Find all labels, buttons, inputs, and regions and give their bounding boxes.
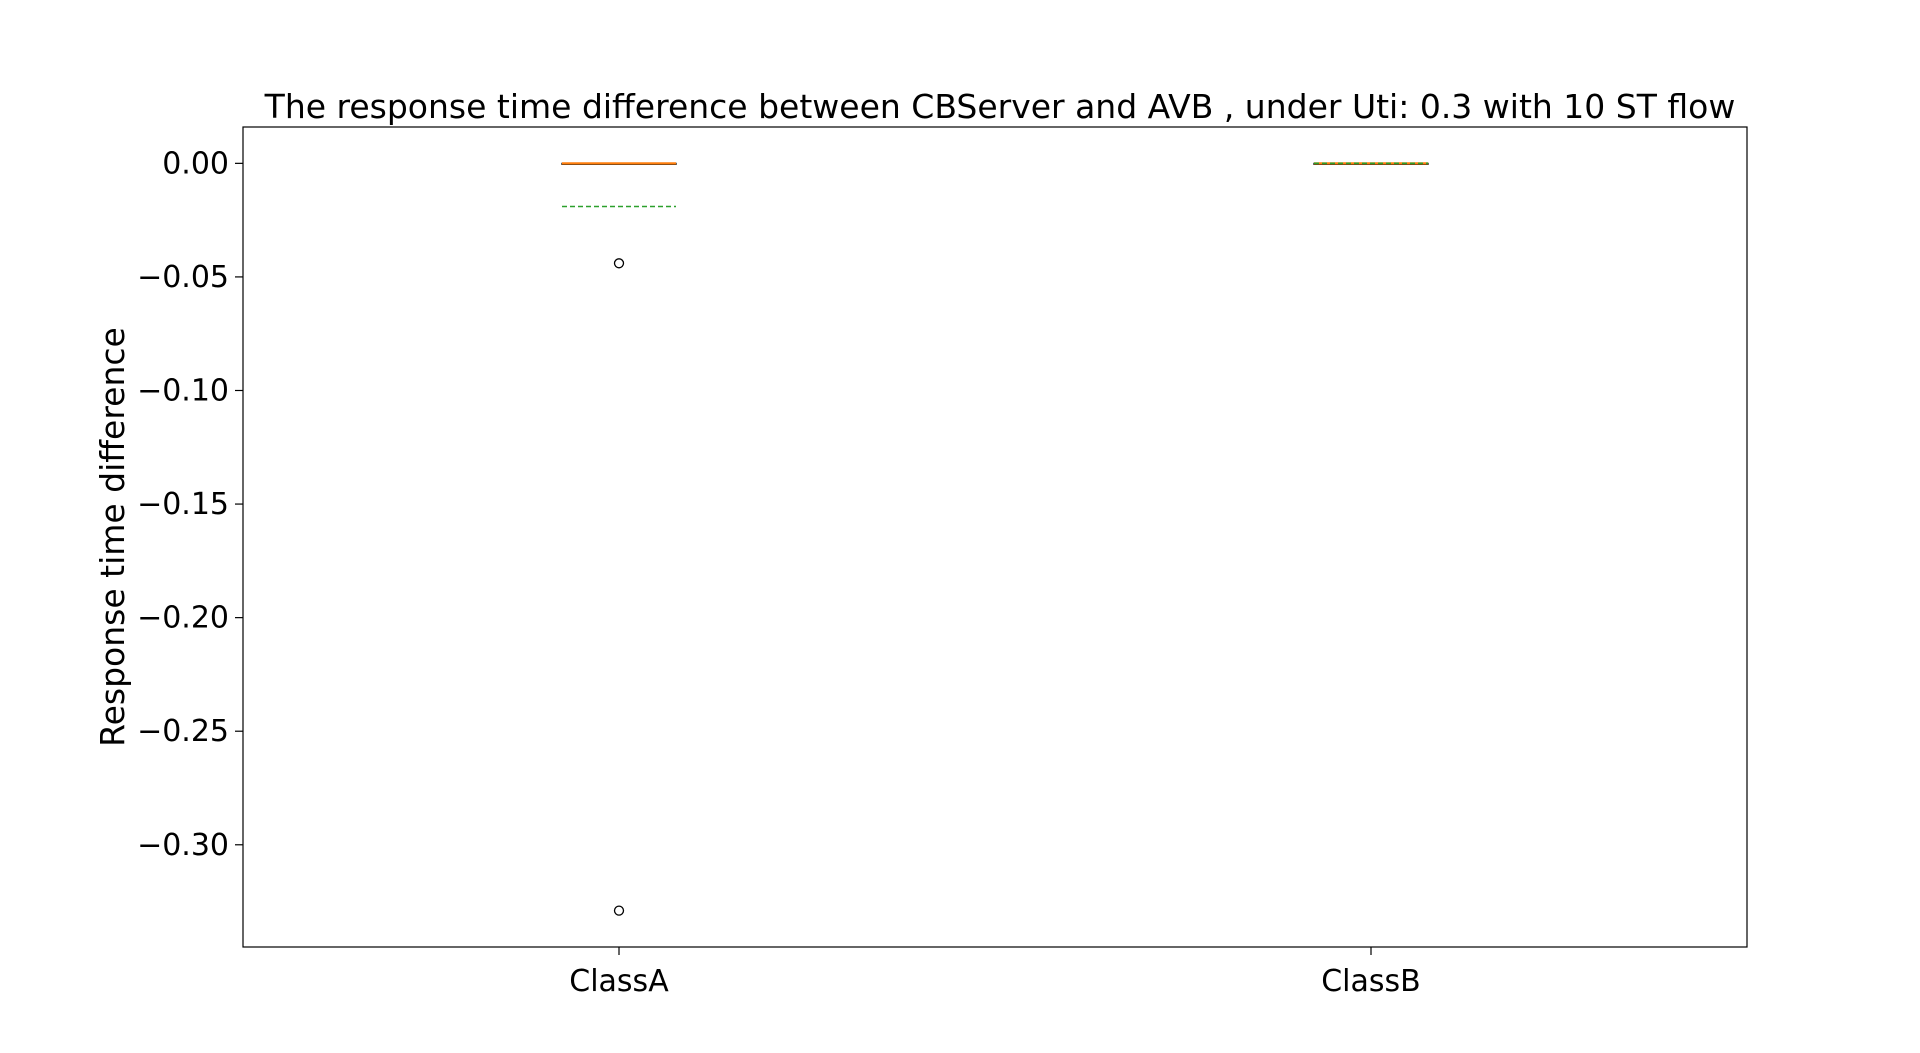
y-tick-label: −0.25	[137, 714, 229, 749]
outlier-point	[613, 258, 625, 269]
plot-area-frame	[242, 126, 1748, 948]
y-tick-label: −0.30	[137, 828, 229, 863]
y-tick-label: −0.10	[137, 373, 229, 408]
x-tick-label: ClassB	[1321, 964, 1421, 999]
y-tick-label: −0.20	[137, 601, 229, 636]
chart-title: The response time difference between CBS…	[264, 87, 1736, 126]
x-tick-label: ClassA	[569, 964, 669, 999]
y-axis-ticks: 0.00 −0.05 −0.10 −0.15 −0.20 −0.25 −0.30	[137, 146, 243, 863]
box-series	[561, 162, 1429, 916]
outlier-point	[613, 905, 625, 916]
y-axis-label: Response time difference	[93, 327, 132, 747]
y-tick-label: −0.15	[137, 487, 229, 522]
y-tick-label: −0.05	[137, 260, 229, 295]
x-axis-ticks: ClassA ClassB	[569, 947, 1421, 999]
y-tick-label: 0.00	[162, 146, 229, 181]
